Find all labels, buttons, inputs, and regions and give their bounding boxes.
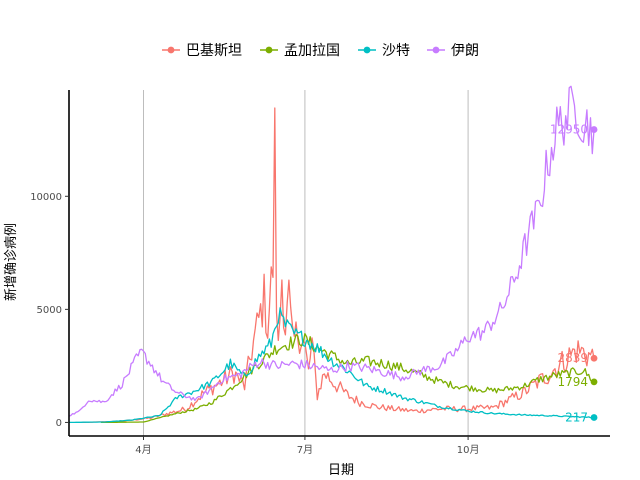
series-line-2 [69,307,595,424]
ticks: 4月 7月 10月 0 5000 10000 [30,192,479,456]
legend-key-point-1 [265,46,273,54]
x-tick-label: 10月 [457,444,480,456]
axes [68,90,610,437]
legend[interactable]: 巴基斯坦 孟加拉国 沙特 伊朗 [162,42,479,59]
legend-key-point-2 [363,46,371,54]
series-layer: 2839 1794 217 12950 [68,85,598,425]
legend-label-0: 巴基斯坦 [186,42,242,59]
legend-key-point-3 [432,46,440,54]
series-end-point-2 [590,414,598,421]
x-axis-title: 日期 [328,463,354,478]
legend-label-3: 伊朗 [451,43,479,59]
x-tick-label: 7月 [297,444,313,456]
series-end-label-2: 217 [565,411,588,425]
legend-item-3: 伊朗 [427,43,479,59]
legend-item-1: 孟加拉国 [260,43,340,59]
x-tick-label: 4月 [135,444,151,456]
legend-label-1: 孟加拉国 [284,43,340,59]
series-end-label-0: 2839 [557,351,588,365]
series-end-label-3: 12950 [550,123,588,137]
legend-key-point-0 [167,46,175,54]
y-tick-label: 10000 [30,192,62,203]
legend-item-0: 巴基斯坦 [162,42,242,59]
y-tick-label: 5000 [37,305,62,316]
series-end-label-1: 1794 [557,375,588,389]
series-line-3 [68,85,595,417]
y-tick-label: 0 [56,418,62,429]
legend-item-2: 沙特 [358,43,410,59]
y-axis-title: 新增确诊病例 [3,223,19,301]
series-line-0 [81,107,595,424]
series-end-point-0 [590,354,598,362]
series-end-point-1 [590,378,598,386]
series-line-1 [100,332,595,424]
legend-label-2: 沙特 [382,43,410,59]
grid [142,90,469,436]
series-end-point-3 [590,126,598,133]
